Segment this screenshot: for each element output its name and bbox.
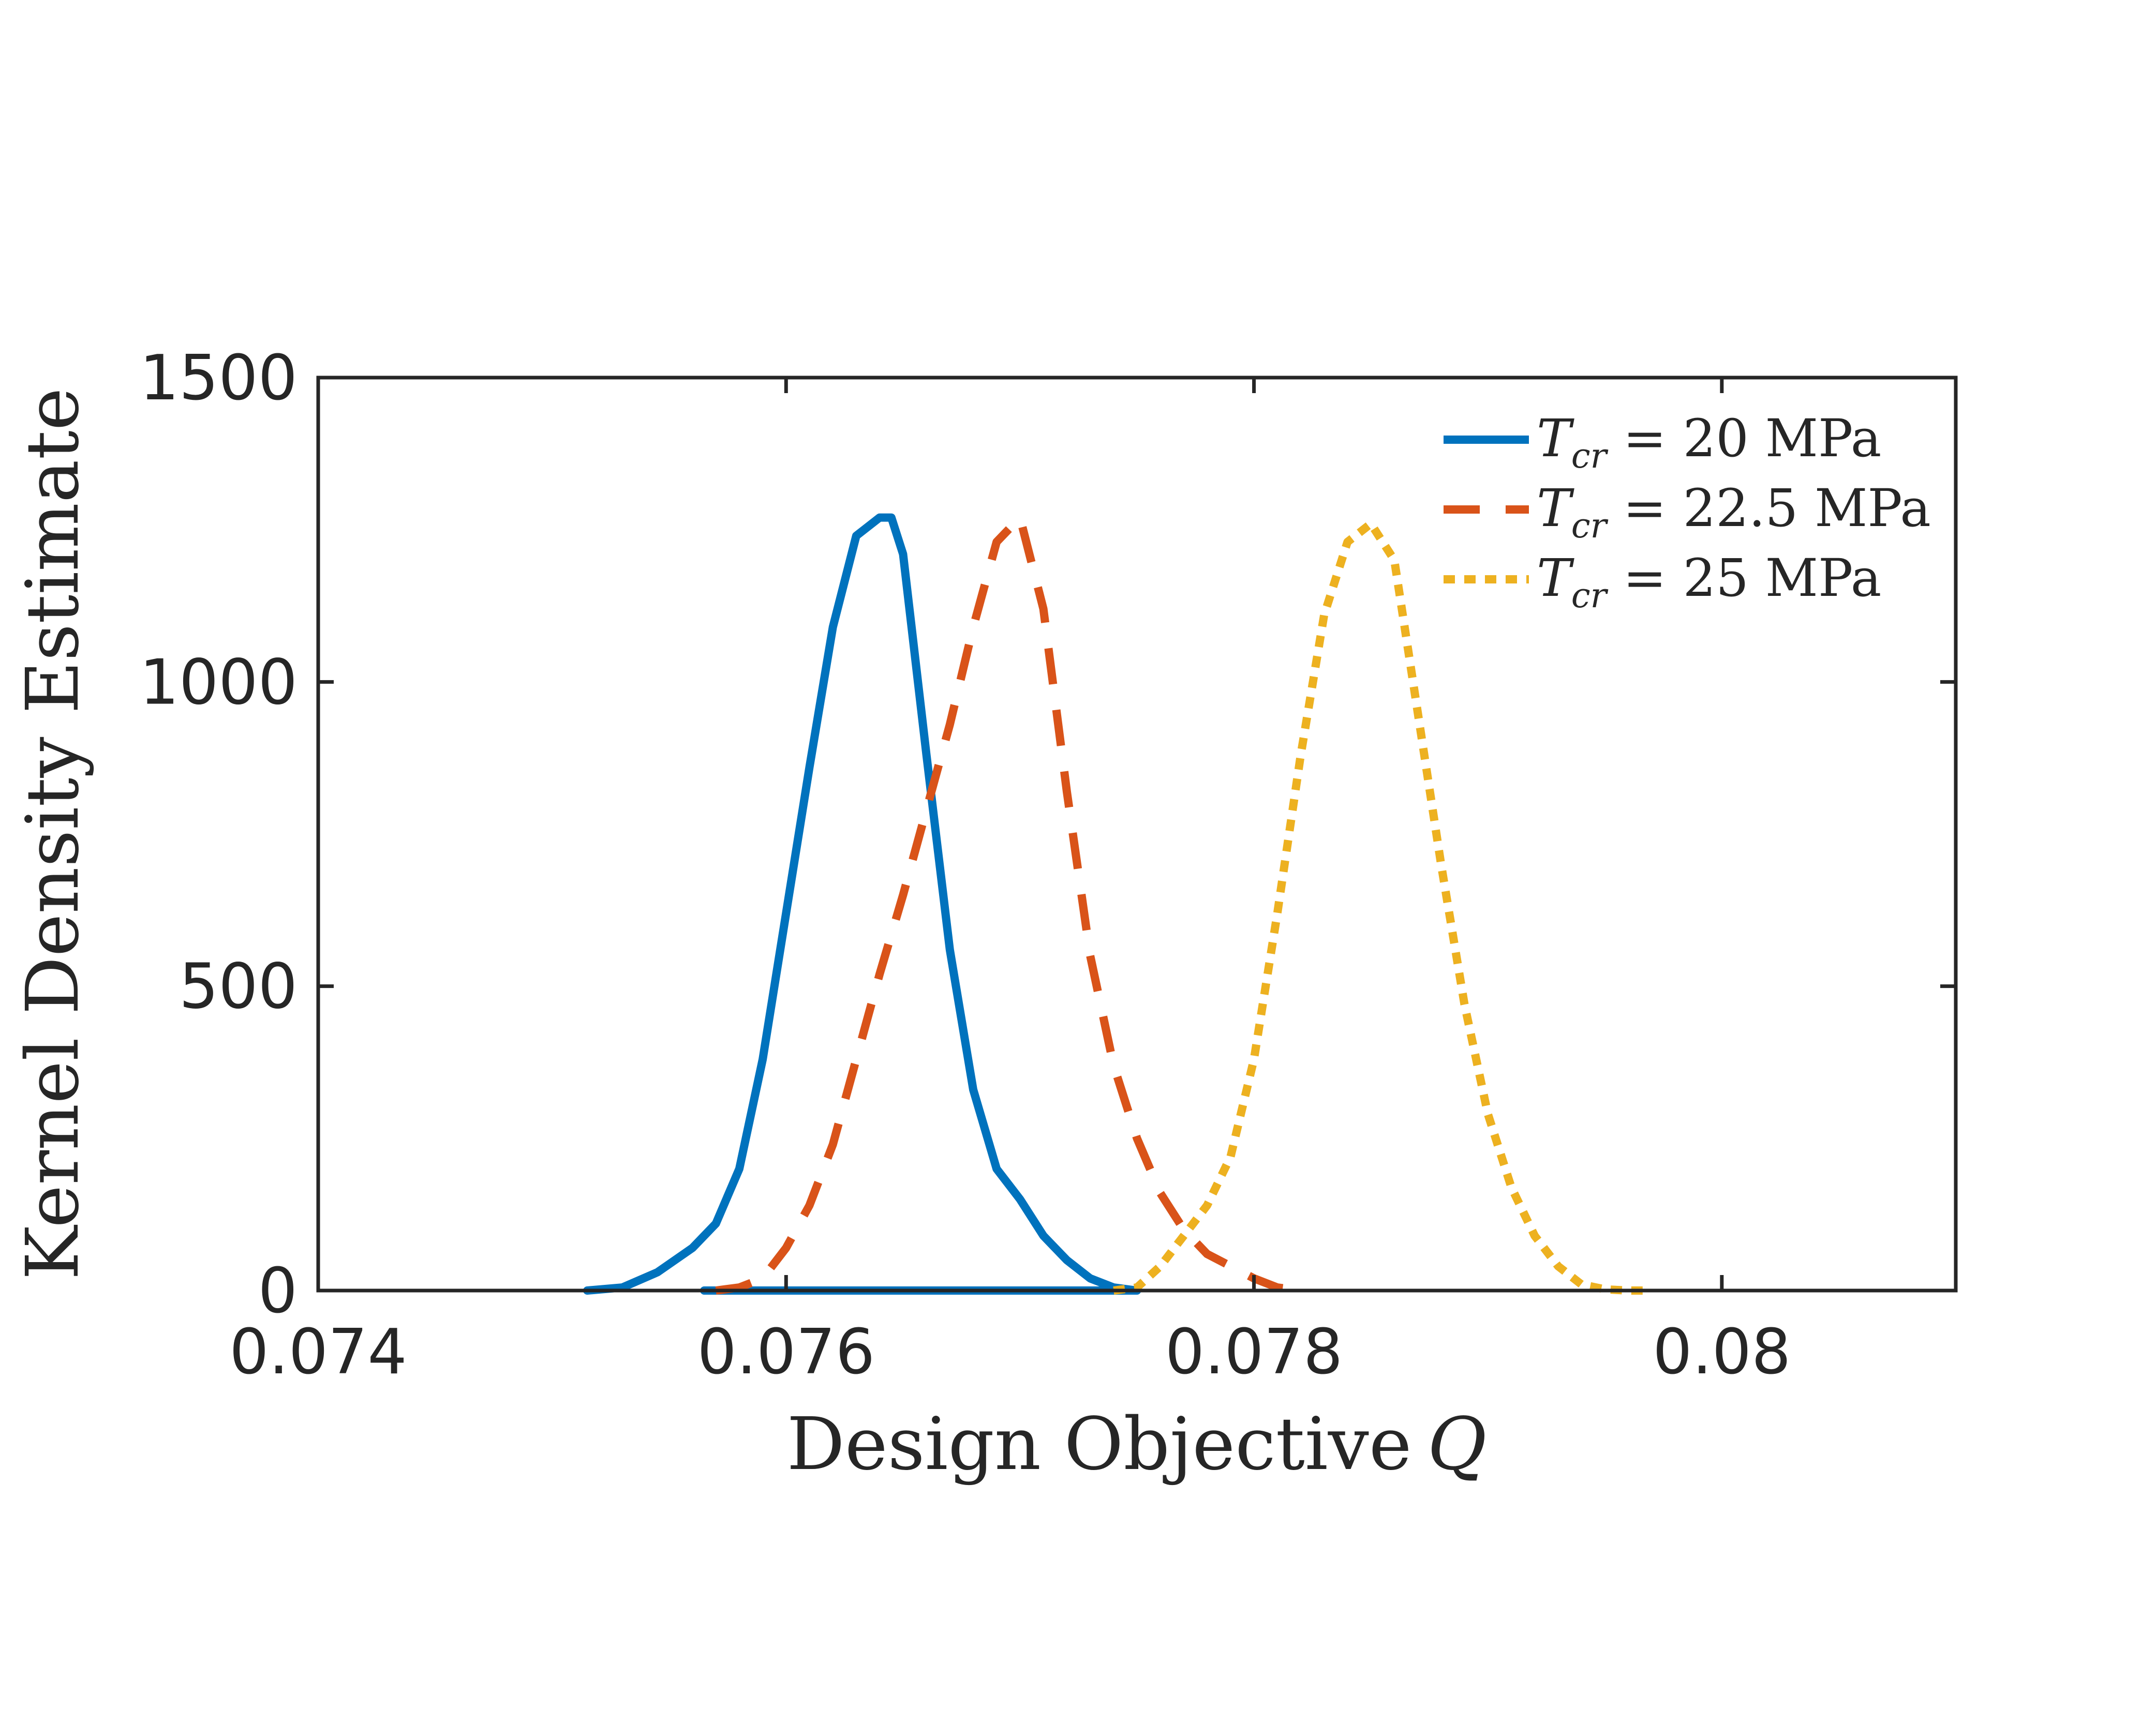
series-layer bbox=[583, 513, 1652, 1295]
series-line-2 bbox=[715, 513, 1302, 1295]
y-tick-label: 1000 bbox=[140, 647, 298, 718]
x-axis: 0.074 0.076 0.078 0.08 bbox=[229, 378, 1791, 1388]
legend-label-2: Tcr = 22.5 MPa bbox=[1537, 478, 1931, 546]
x-tick-label: 0.078 bbox=[1165, 1316, 1343, 1388]
x-tick-label: 0.076 bbox=[697, 1316, 875, 1388]
y-axis-title: Kernel Density Estimate bbox=[11, 387, 95, 1280]
y-tick-label: 0 bbox=[258, 1255, 298, 1327]
x-axis-title: Design Objective Q bbox=[787, 1402, 1487, 1487]
x-axis-title-symbol: Q bbox=[1428, 1402, 1487, 1487]
legend-label-1: Tcr = 20 MPa bbox=[1537, 408, 1881, 476]
y-tick-label: 1500 bbox=[140, 342, 298, 414]
legend-label-3: Tcr = 25 MPa bbox=[1537, 548, 1881, 616]
y-tick-label: 500 bbox=[179, 951, 298, 1023]
series-line-1 bbox=[583, 513, 1141, 1295]
x-axis-title-text: Design Objective bbox=[787, 1402, 1412, 1487]
x-tick-label: 0.08 bbox=[1653, 1316, 1791, 1388]
plot-frame bbox=[316, 376, 1958, 1293]
series-line-3 bbox=[1113, 519, 1652, 1295]
y-axis: 0 500 1000 1500 bbox=[140, 342, 1956, 1327]
x-tick-label: 0.074 bbox=[229, 1316, 407, 1388]
